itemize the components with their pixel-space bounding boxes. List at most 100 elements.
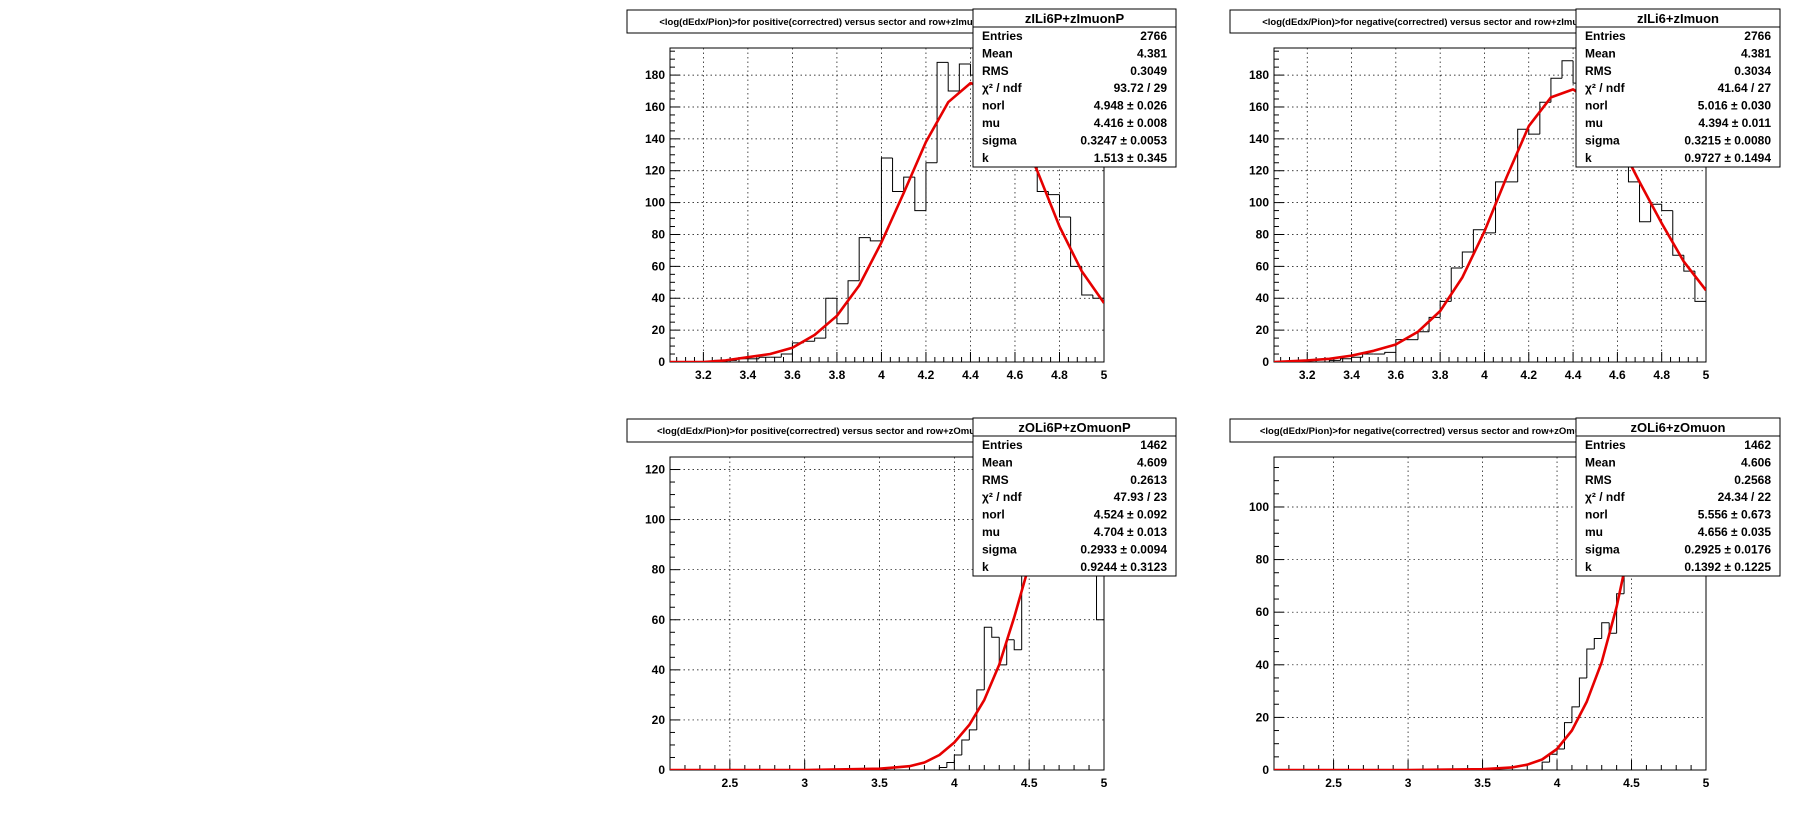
histogram-bin <box>1571 706 1580 723</box>
histogram-bin <box>961 739 970 755</box>
x-tick-label: 3.8 <box>829 368 846 382</box>
x-tick-label: 4.4 <box>1565 368 1582 382</box>
y-tick-label: 80 <box>1256 553 1270 567</box>
y-tick-label: 20 <box>652 713 666 727</box>
chart-title: <log(dEdx/Pion)>for positive(correctred)… <box>659 17 991 28</box>
stats-label: RMS <box>982 64 1009 78</box>
histogram-bin <box>1450 267 1463 302</box>
histogram-bin <box>1328 359 1341 362</box>
stats-value: 47.93 / 23 <box>1114 490 1168 504</box>
stats-label: χ² / ndf <box>982 81 1023 95</box>
x-tick-label: 3.4 <box>740 368 757 382</box>
fit-curve <box>1274 88 1706 362</box>
histogram-bin <box>780 353 793 358</box>
stats-value: 4.948 ± 0.026 <box>1094 99 1168 113</box>
histogram-bin <box>938 766 947 770</box>
stats-value: 0.3049 <box>1130 64 1167 78</box>
stats-value: 0.1392 ± 0.1225 <box>1684 560 1771 574</box>
stats-value: 24.34 / 22 <box>1718 490 1772 504</box>
histogram-bin <box>1013 639 1022 651</box>
y-tick-label: 100 <box>645 513 665 527</box>
stats-value: 4.609 <box>1137 455 1167 469</box>
stats-value: 0.9244 ± 0.3123 <box>1080 560 1167 574</box>
x-tick-label: 3 <box>1405 776 1412 790</box>
y-tick-label: 80 <box>652 227 666 241</box>
histogram-bin <box>1384 351 1396 355</box>
y-tick-label: 160 <box>645 100 665 114</box>
y-tick-label: 120 <box>1249 164 1269 178</box>
y-tick-label: 120 <box>645 463 665 477</box>
chart-title: <log(dEdx/Pion)>for negative(correctred)… <box>1262 17 1590 28</box>
y-tick-label: 40 <box>1256 658 1270 672</box>
stats-label: RMS <box>1585 64 1612 78</box>
x-tick-label: 2.5 <box>722 776 739 790</box>
histogram-bin <box>1461 251 1474 268</box>
x-tick-label: 4 <box>1481 368 1488 382</box>
y-tick-label: 80 <box>652 563 666 577</box>
y-tick-label: 180 <box>645 68 665 82</box>
histogram-bin <box>953 754 962 763</box>
stats-value: 0.9727 ± 0.1494 <box>1684 151 1771 165</box>
histogram-bin <box>983 626 992 690</box>
stats-label: RMS <box>1585 473 1612 487</box>
y-tick-label: 0 <box>658 355 665 369</box>
chart-title: <log(dEdx/Pion)>for positive(correctred)… <box>657 426 994 437</box>
stats-label: Mean <box>982 46 1013 60</box>
histogram-bin <box>1661 204 1673 212</box>
histogram-bin <box>880 157 893 241</box>
stats-name: zOLi6P+zOmuonP <box>1018 420 1131 435</box>
y-tick-label: 180 <box>1249 68 1269 82</box>
stats-value: 1462 <box>1744 438 1771 452</box>
x-tick-label: 4.5 <box>1623 776 1640 790</box>
x-tick-label: 5 <box>1101 368 1108 382</box>
y-tick-label: 60 <box>652 259 666 273</box>
stats-label: sigma <box>982 542 1017 556</box>
y-tick-label: 60 <box>652 613 666 627</box>
x-tick-label: 5 <box>1101 776 1108 790</box>
stats-value: 5.016 ± 0.030 <box>1698 99 1772 113</box>
histogram-bin <box>1047 191 1060 196</box>
stats-value: 4.416 ± 0.008 <box>1094 116 1168 130</box>
stats-label: Mean <box>982 455 1013 469</box>
y-tick-label: 40 <box>652 291 666 305</box>
x-tick-label: 5 <box>1703 368 1710 382</box>
stats-label: norl <box>982 99 1005 113</box>
stats-label: Entries <box>1585 29 1626 43</box>
stats-label: sigma <box>1585 133 1620 147</box>
pad-zomuon: 2.5 3 3.5 4 4.5 5 0 20 40 60 80 100 <log(dEdx/Pion)>… <box>1229 417 1781 790</box>
histogram-bin <box>836 298 849 325</box>
stats-box <box>972 8 1177 168</box>
histogram-bin <box>1694 271 1706 302</box>
x-tick-label: 4.4 <box>962 368 979 382</box>
stats-value: 4.381 <box>1741 46 1771 60</box>
stats-label: k <box>982 151 989 165</box>
y-tick-label: 100 <box>1249 500 1269 514</box>
x-tick-label: 3.8 <box>1432 368 1449 382</box>
histogram-bin <box>1428 316 1441 332</box>
y-tick-label: 140 <box>1249 132 1269 146</box>
stats-box <box>972 417 1177 577</box>
histogram-bin <box>869 237 882 242</box>
pad-zimuon: 3.2 3.4 3.6 3.8 4 4.2 4.4 4.6 4.8 5 0 20 40 60 80 100 12… <box>1229 8 1781 382</box>
x-tick-label: 4.5 <box>1021 776 1038 790</box>
stats-value: 0.2933 ± 0.0094 <box>1080 542 1167 556</box>
x-tick-label: 4.6 <box>1007 368 1024 382</box>
histogram-bin <box>958 63 971 92</box>
stats-value: 1462 <box>1140 438 1167 452</box>
y-tick-label: 40 <box>1256 291 1270 305</box>
x-tick-label: 4.8 <box>1653 368 1670 382</box>
stats-box <box>1575 8 1781 168</box>
stats-value: 0.3247 ± 0.0053 <box>1080 133 1167 147</box>
stats-label: norl <box>1585 99 1608 113</box>
stats-value: 4.394 ± 0.011 <box>1698 116 1771 130</box>
stats-value: 4.606 <box>1741 455 1771 469</box>
stats-value: 4.524 ± 0.092 <box>1094 508 1168 522</box>
stats-value: 0.3034 <box>1734 64 1771 78</box>
histogram-bin <box>1541 761 1550 770</box>
y-tick-label: 120 <box>645 164 665 178</box>
x-tick-label: 3.2 <box>695 368 712 382</box>
x-tick-label: 4 <box>1554 776 1561 790</box>
histogram-bin <box>991 627 1000 638</box>
